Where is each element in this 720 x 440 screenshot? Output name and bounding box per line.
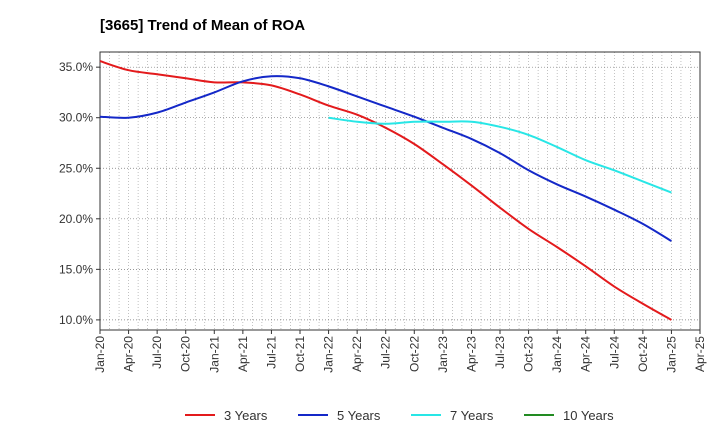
plot-area-frame <box>99 51 701 331</box>
series-lines <box>99 60 672 321</box>
legend: 3 Years 5 Years 7 Years 10 Years <box>185 408 614 423</box>
x-tick-label: Jan-25 <box>664 336 678 373</box>
x-tick-label: Jan-20 <box>93 336 107 373</box>
x-tick-label: Oct-22 <box>407 336 421 372</box>
x-tick-label: Jul-21 <box>264 336 278 369</box>
x-tick-label: Apr-20 <box>122 336 136 372</box>
x-tick-label: Jan-21 <box>207 336 221 373</box>
grid <box>100 52 700 330</box>
series-line-7-years <box>328 116 672 194</box>
x-tick-label: Oct-23 <box>522 336 536 372</box>
x-tick-label: Oct-24 <box>636 336 650 372</box>
x-tick-label: Apr-23 <box>464 336 478 372</box>
y-tick-label: 20.0% <box>59 212 93 226</box>
x-tick-label: Apr-21 <box>236 336 250 372</box>
x-tick-label: Jul-24 <box>607 336 621 369</box>
x-tick-label: Oct-21 <box>293 336 307 372</box>
legend-label-7-years: 7 Years <box>450 408 494 423</box>
x-tick-label: Jul-22 <box>379 336 393 369</box>
y-tick-label: 30.0% <box>59 111 93 125</box>
x-tick-label: Jul-20 <box>150 336 164 369</box>
x-axis: Jan-20 Apr-20 Jul-20 Oct-20 Jan-21 Apr-21 Jul-… <box>93 330 707 373</box>
y-tick-label: 15.0% <box>59 262 93 276</box>
y-tick-label: 25.0% <box>59 161 93 175</box>
chart-title: [3665] Trend of Mean of ROA <box>100 17 305 34</box>
x-tick-label: Jan-24 <box>550 336 564 373</box>
legend-label-10-years: 10 Years <box>563 408 614 423</box>
x-tick-label: Jul-23 <box>493 336 507 369</box>
series-line-3-years <box>99 60 672 321</box>
y-axis: 10.0% 15.0% 20.0% 25.0% 30.0% 35.0% <box>59 60 100 327</box>
x-tick-label: Apr-22 <box>350 336 364 372</box>
x-tick-label: Oct-20 <box>179 336 193 372</box>
x-tick-label: Apr-24 <box>579 336 593 372</box>
series-line-5-years <box>99 75 672 242</box>
y-tick-label: 35.0% <box>59 60 93 74</box>
y-tick-label: 10.0% <box>59 313 93 327</box>
x-tick-label: Apr-25 <box>693 336 707 372</box>
legend-label-3-years: 3 Years <box>224 408 268 423</box>
legend-label-5-years: 5 Years <box>337 408 381 423</box>
x-tick-label: Jan-22 <box>322 336 336 373</box>
x-tick-label: Jan-23 <box>436 336 450 373</box>
